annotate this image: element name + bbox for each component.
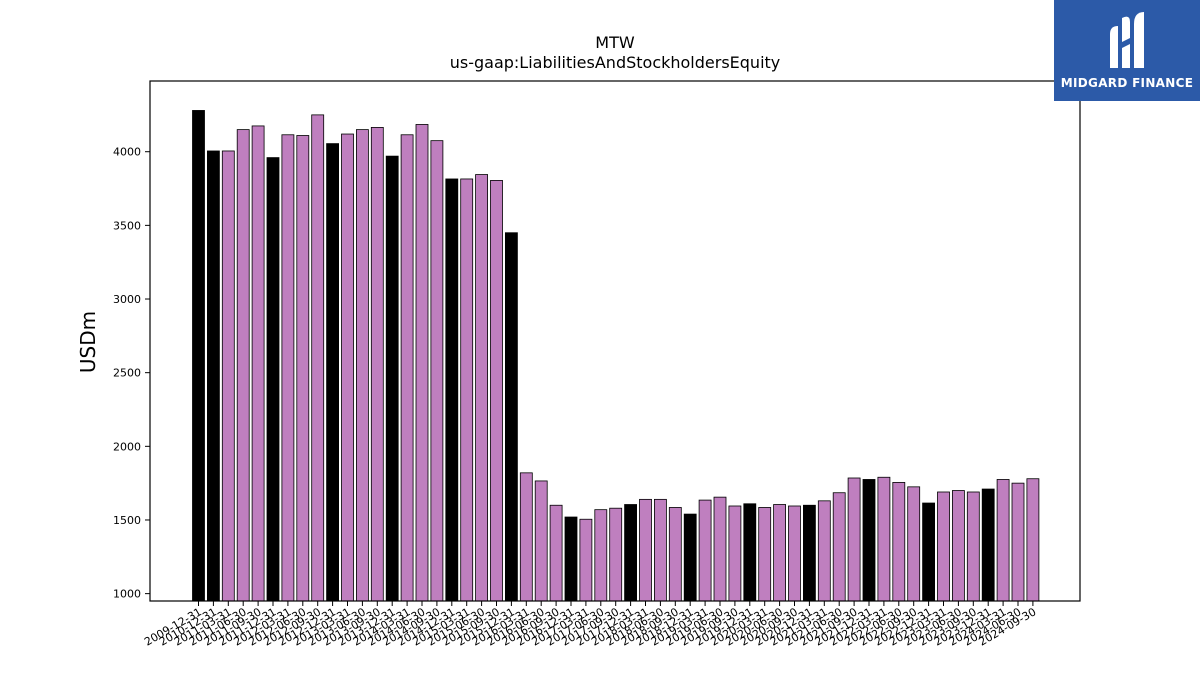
bar-2020-09-30 <box>788 505 801 602</box>
bar-2014-12-31 <box>445 178 459 602</box>
bar-2020-03-31 <box>758 507 772 602</box>
y-tick-label: 2000 <box>113 440 141 453</box>
bar-2019-03-31 <box>698 499 712 602</box>
bar-2016-12-31 <box>564 516 578 602</box>
chart-subtitle: us-gaap:LiabilitiesAndStockholdersEquity <box>450 53 781 72</box>
bar-series <box>192 110 1040 602</box>
x-axis: 2009-12-312010-12-312011-03-312011-06-30… <box>142 601 1038 649</box>
bar-2021-09-30 <box>847 477 861 602</box>
bar-2024-03-31 <box>996 479 1010 602</box>
y-axis-label: USDm <box>76 311 100 373</box>
bar-2015-12-31 <box>504 232 518 602</box>
brand-logo: MIDGARD FINANCE <box>1054 0 1200 101</box>
bar-2018-09-30 <box>668 507 682 602</box>
bar-2023-12-31 <box>981 488 995 602</box>
bar-2019-09-30 <box>728 505 742 602</box>
bar-2015-03-31 <box>460 178 474 602</box>
bar-2024-06-30 <box>1011 482 1025 602</box>
y-tick-label: 3500 <box>113 219 141 232</box>
bar-2021-06-30 <box>832 492 846 602</box>
bar-2018-06-30 <box>654 498 667 602</box>
bar-2013-06-30 <box>355 129 369 602</box>
bar-2018-12-31 <box>683 513 697 602</box>
bar-2015-09-30 <box>490 180 503 602</box>
bar-2015-06-30 <box>475 174 489 602</box>
bar-2012-03-31 <box>281 134 295 602</box>
bar-2013-03-31 <box>341 133 354 602</box>
bar-2014-09-30 <box>430 140 444 602</box>
bar-2014-03-31 <box>400 134 414 602</box>
y-tick-label: 1500 <box>113 514 141 527</box>
y-tick-label: 2500 <box>113 367 141 380</box>
y-tick-label: 1000 <box>113 588 141 601</box>
logo-text: MIDGARD FINANCE <box>1060 76 1194 90</box>
bar-2021-12-31 <box>862 479 876 602</box>
bar-2017-09-30 <box>609 507 623 602</box>
bar-2020-06-30 <box>773 504 786 602</box>
bar-2017-03-31 <box>579 518 593 602</box>
bar-2023-03-31 <box>937 491 950 602</box>
bar-2023-09-30 <box>966 491 980 602</box>
bar-2017-12-31 <box>624 504 637 602</box>
bar-2022-06-30 <box>892 482 906 602</box>
bar-2013-12-31 <box>385 155 399 602</box>
bar-2016-09-30 <box>549 504 563 602</box>
midgard-logo-icon <box>1110 12 1144 69</box>
bar-2019-06-30 <box>713 496 727 602</box>
bar-2012-06-30 <box>296 135 310 602</box>
bar-2011-12-31 <box>266 157 280 602</box>
bar-2022-12-31 <box>922 502 935 602</box>
bar-2010-12-31 <box>206 150 220 602</box>
bar-2019-12-31 <box>743 503 757 602</box>
bar-2023-06-30 <box>952 490 965 602</box>
bar-2016-06-30 <box>534 480 548 602</box>
bar-2011-06-30 <box>236 129 250 602</box>
bar-2013-09-30 <box>370 127 384 602</box>
bar-2012-12-31 <box>326 143 340 602</box>
bar-2011-09-30 <box>251 125 265 602</box>
bar-2011-03-31 <box>221 150 235 602</box>
bar-2018-03-31 <box>639 498 652 602</box>
bar-2022-03-31 <box>877 476 891 602</box>
plot-frame <box>149 80 1081 602</box>
bar-2009-12-31 <box>192 110 205 602</box>
bar-2022-09-30 <box>907 486 921 602</box>
y-axis: 1000 1500 2000 2500 3000 3500 4000 <box>113 146 150 601</box>
bar-2024-09-30 <box>1026 478 1040 602</box>
bar-2014-06-30 <box>415 124 429 602</box>
bar-2016-03-31 <box>519 472 533 602</box>
bar-2021-03-31 <box>817 500 831 602</box>
bar-2020-12-31 <box>803 504 816 602</box>
bar-2017-06-30 <box>594 509 608 602</box>
y-tick-label: 4000 <box>113 146 141 159</box>
bar-2012-09-30 <box>311 114 325 602</box>
y-tick-label: 3000 <box>113 293 141 306</box>
chart-title: MTW <box>595 33 635 52</box>
